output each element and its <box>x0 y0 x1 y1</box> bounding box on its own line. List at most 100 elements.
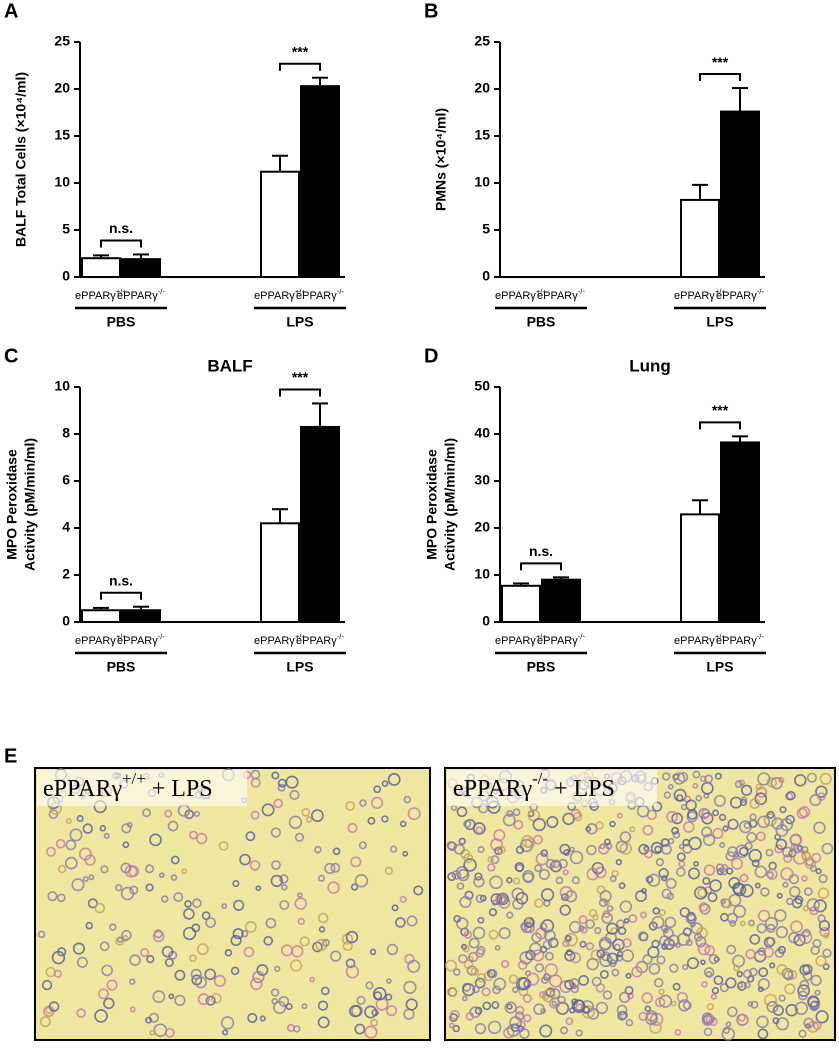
cell <box>446 840 456 851</box>
cell <box>385 993 393 1001</box>
cell <box>746 832 757 843</box>
cell <box>714 772 722 780</box>
cell <box>748 848 762 863</box>
cell <box>765 848 774 857</box>
cell <box>815 868 822 875</box>
y-tick-label: 15 <box>54 127 70 143</box>
cell <box>794 1001 809 1015</box>
cell <box>345 965 360 979</box>
cell <box>126 821 133 828</box>
cell <box>386 943 399 956</box>
cell <box>544 951 554 961</box>
bar <box>260 170 300 278</box>
bar <box>720 110 760 278</box>
cell <box>457 868 470 882</box>
cell <box>65 839 77 851</box>
cell <box>115 884 123 892</box>
cell <box>197 993 210 1006</box>
sig-bracket <box>520 562 562 571</box>
cell <box>539 922 548 931</box>
cell <box>498 894 508 904</box>
cell <box>174 969 186 981</box>
cell <box>515 845 525 855</box>
cell <box>460 943 468 950</box>
cell <box>720 863 729 872</box>
cell <box>739 846 749 857</box>
cell <box>390 845 398 853</box>
cell <box>193 810 200 818</box>
bar-label: ePPARγ+/+ <box>254 632 306 647</box>
cell <box>345 930 359 944</box>
cell <box>682 963 689 971</box>
cell <box>489 875 503 890</box>
y-tick-label: 15 <box>474 127 490 143</box>
cell <box>740 883 754 898</box>
cell <box>793 933 806 947</box>
cell <box>739 873 749 883</box>
cell <box>565 935 573 942</box>
bar-label: ePPARγ-/- <box>716 287 764 302</box>
cell <box>82 823 93 834</box>
cell <box>473 876 485 888</box>
cell <box>578 925 585 932</box>
cell <box>168 993 175 1000</box>
cell <box>671 812 683 825</box>
cell <box>653 977 664 988</box>
cell <box>512 877 521 885</box>
cell <box>87 898 98 909</box>
cell <box>293 1025 301 1033</box>
cell <box>534 963 545 973</box>
cell <box>618 991 631 1003</box>
cell <box>787 969 798 980</box>
cell <box>575 1029 583 1037</box>
cell <box>211 993 222 1004</box>
cell <box>468 951 479 963</box>
cell <box>403 980 417 995</box>
y-axis-label: Activity (pM/min/ml) <box>442 438 458 571</box>
cell <box>815 785 828 798</box>
cell <box>121 929 132 941</box>
bar-label: ePPARγ+/+ <box>674 632 726 647</box>
cell <box>803 1017 815 1029</box>
cell <box>658 994 673 1008</box>
cell <box>581 1005 595 1019</box>
cell <box>540 945 548 954</box>
cell <box>701 826 713 838</box>
cell <box>794 774 807 787</box>
cell <box>482 1001 492 1011</box>
cell <box>712 809 720 817</box>
y-axis-label: MPO Peroxidase <box>424 449 440 560</box>
cell <box>751 859 760 868</box>
bar-label: ePPARγ-/- <box>117 632 165 647</box>
cell <box>255 885 262 892</box>
bar <box>680 513 720 623</box>
cell <box>164 958 174 968</box>
cell <box>643 849 653 859</box>
cell <box>758 967 769 978</box>
cell <box>776 963 788 976</box>
cell <box>149 833 162 847</box>
y-axis-label: Activity (pM/min/ml) <box>22 438 38 571</box>
cell <box>519 1028 530 1039</box>
cell <box>718 813 727 822</box>
cell <box>76 956 88 968</box>
cell <box>652 907 660 915</box>
cell <box>318 874 326 882</box>
cell <box>779 818 794 832</box>
cell <box>488 929 499 940</box>
cell <box>544 963 559 977</box>
cell <box>678 860 686 868</box>
cell <box>277 783 286 792</box>
cell <box>358 841 367 850</box>
cell <box>371 796 384 809</box>
cell <box>494 944 501 951</box>
cell <box>247 1012 258 1024</box>
bar-label: ePPARγ-/- <box>296 632 344 647</box>
bar <box>81 609 121 623</box>
cell <box>763 993 777 1007</box>
cell <box>560 1026 569 1035</box>
cell <box>369 948 377 956</box>
cell <box>695 936 707 948</box>
cell <box>129 954 141 966</box>
cell <box>571 998 579 1006</box>
